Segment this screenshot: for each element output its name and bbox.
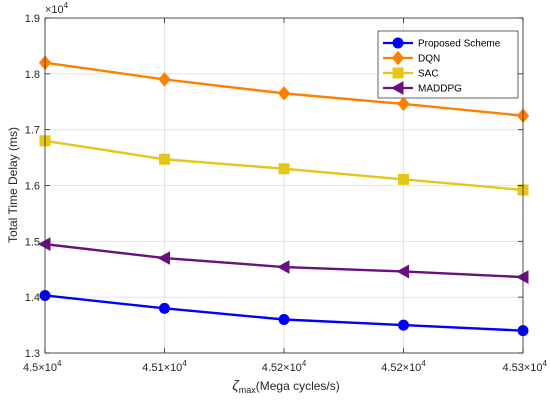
data-point: [157, 251, 170, 265]
data-point: [278, 314, 290, 325]
x-axis-label: ζmax(Mega cycles/s): [232, 377, 340, 395]
y-tick-label: 1.8: [25, 69, 40, 81]
series-proposed-scheme: [39, 289, 529, 337]
y-tick-label: 1.5: [25, 236, 40, 248]
x-tick-label: 4.52×104: [262, 359, 307, 374]
x-tick-label: 4.52×104: [381, 359, 426, 374]
legend-label: MADDPG: [418, 84, 462, 95]
data-point: [37, 237, 51, 251]
legend: Proposed Scheme DQN SAC MADDPG: [377, 30, 519, 99]
legend-label: Proposed Scheme: [418, 39, 501, 50]
legend-item: MADDPG: [383, 81, 462, 95]
data-point: [515, 270, 529, 284]
legend-marker: [392, 67, 404, 79]
data-point: [398, 319, 409, 331]
legend-marker: [392, 37, 404, 49]
data-point: [278, 163, 290, 175]
y-tick-label: 1.3: [25, 348, 40, 360]
legend-label: DQN: [418, 54, 440, 65]
data-point: [396, 264, 409, 279]
data-point: [277, 86, 291, 101]
legend-label: SAC: [418, 69, 439, 80]
x-tick-label: 4.53×104: [502, 359, 547, 374]
y-tick-label: 1.9: [25, 13, 40, 25]
y-axis-label: Total Time Delay (ms): [6, 127, 20, 243]
tick-layer: 1.3 1.4 1.5 1.6 1.7 1.8 1.9 4.5×104 4.51×104 4.52…: [23, 13, 548, 374]
y-tick-label: 1.6: [25, 181, 40, 193]
x-tick-label: 4.5×104: [23, 359, 62, 374]
legend-item: SAC: [383, 67, 439, 80]
legend-marker: [391, 50, 405, 66]
data-point: [397, 96, 410, 112]
x-tick-label: 4.51×104: [142, 359, 187, 374]
data-point: [158, 72, 171, 87]
data-point: [398, 173, 409, 185]
data-point: [276, 260, 290, 274]
legend-item: DQN: [383, 50, 440, 66]
y-tick-label: 1.7: [25, 125, 40, 137]
legend-item: Proposed Scheme: [383, 37, 501, 50]
y-axis-exponent: ×104: [45, 1, 69, 16]
y-tick-label: 1.4: [25, 292, 40, 304]
legend-marker: [390, 81, 404, 95]
series-layer: [37, 55, 530, 337]
data-point: [159, 153, 170, 165]
data-point: [159, 302, 170, 314]
